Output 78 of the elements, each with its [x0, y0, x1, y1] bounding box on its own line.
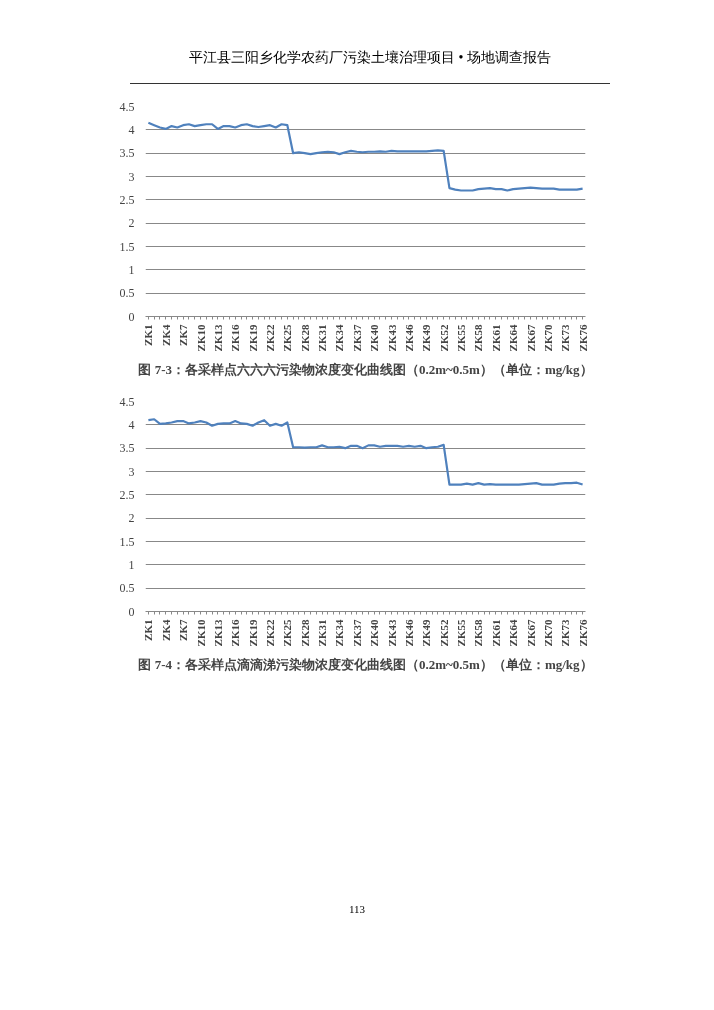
x-tick-label: ZK16	[229, 619, 242, 647]
y-tick-label: 1	[128, 262, 135, 277]
y-tick-label: 0.5	[119, 286, 135, 301]
x-tick-label: ZK52	[437, 619, 450, 647]
y-tick-label: 4.5	[119, 394, 135, 409]
x-tick-label: ZK13	[211, 324, 224, 352]
y-tick-label: 1.5	[119, 534, 135, 549]
y-tick-label: 3	[128, 169, 135, 184]
x-tick-label: ZK37	[350, 324, 363, 352]
x-tick-label: ZK4	[159, 324, 172, 346]
x-tick-label: ZK7	[177, 324, 190, 346]
x-tick-label: ZK34	[333, 619, 346, 647]
x-tick-label: ZK46	[402, 619, 415, 647]
y-tick-label: 4.5	[119, 99, 135, 114]
x-tick-label: ZK4	[159, 619, 172, 641]
x-tick-label: ZK55	[455, 324, 468, 352]
x-tick-label: ZK70	[541, 619, 554, 647]
x-tick-label: ZK70	[541, 324, 554, 352]
text: 图 7-3：各采样点六六六污染物浓度变化曲线图（0.2m~0.5m）（单位：mg/kg）	[138, 361, 593, 377]
x-tick-label: ZK1	[142, 324, 155, 346]
x-tick-label: ZK25	[281, 324, 294, 352]
x-tick-label: ZK13	[211, 619, 224, 647]
x-tick-label: ZK49	[420, 619, 433, 647]
x-tick-label: ZK46	[402, 324, 415, 352]
x-tick-label: ZK64	[507, 324, 520, 352]
y-tick-label: 4	[128, 122, 135, 137]
y-tick-label: 0	[128, 604, 135, 619]
x-tick-label: ZK43	[385, 324, 398, 352]
y-tick-label: 1	[128, 557, 135, 572]
line-series	[147, 418, 584, 486]
x-tick-label: ZK31	[316, 324, 329, 352]
x-tick-label: ZK67	[524, 324, 537, 352]
x-tick-label: ZK55	[455, 619, 468, 647]
x-tick-label: ZK22	[263, 619, 276, 647]
y-tick-label: 3.5	[119, 441, 135, 456]
x-tick-label: ZK28	[298, 619, 311, 647]
y-tick-label: 0.5	[119, 581, 135, 596]
x-tick-label: ZK7	[177, 619, 190, 641]
x-tick-label: ZK61	[489, 619, 502, 647]
x-tick-label: ZK73	[559, 324, 572, 352]
x-tick-label: ZK31	[316, 619, 329, 647]
x-tick-label: ZK28	[298, 324, 311, 352]
x-tick-label: ZK37	[350, 619, 363, 647]
x-tick-label: ZK10	[194, 619, 207, 647]
x-tick-label: ZK64	[507, 619, 520, 647]
x-tick-label: ZK67	[524, 619, 537, 647]
x-tick-label: ZK52	[437, 324, 450, 352]
y-tick-label: 2.5	[119, 192, 135, 207]
y-tick-label: 2.5	[119, 487, 135, 502]
x-tick-label: ZK1	[142, 619, 155, 641]
y-tick-label: 0	[128, 309, 135, 324]
y-tick-label: 2	[128, 511, 135, 526]
y-tick-label: 3	[128, 464, 135, 479]
x-tick-label: ZK40	[368, 324, 381, 352]
x-tick-label: ZK19	[246, 619, 259, 647]
x-tick-label: ZK10	[194, 324, 207, 352]
x-tick-label: ZK76	[576, 324, 589, 352]
x-tick-label: ZK58	[472, 619, 485, 647]
x-tick-label: ZK40	[368, 619, 381, 647]
x-tick-label: ZK19	[246, 324, 259, 352]
text: 113	[348, 902, 366, 917]
text: 平江县三阳乡化学农药厂污染土壤治理项目 • 场地调查报告	[189, 49, 551, 67]
x-tick-label: ZK73	[559, 619, 572, 647]
line-series	[147, 121, 584, 192]
x-tick-label: ZK61	[489, 324, 502, 352]
y-tick-label: 2	[128, 216, 135, 231]
x-tick-label: ZK16	[229, 324, 242, 352]
x-tick-label: ZK58	[472, 324, 485, 352]
y-tick-label: 4	[128, 417, 135, 432]
x-tick-label: ZK43	[385, 619, 398, 647]
y-tick-label: 1.5	[119, 239, 135, 254]
x-tick-label: ZK22	[263, 324, 276, 352]
text: 图 7-4：各采样点滴滴涕污染物浓度变化曲线图（0.2m~0.5m）（单位：mg/kg）	[138, 656, 593, 672]
y-tick-label: 3.5	[119, 146, 135, 161]
x-tick-label: ZK49	[420, 324, 433, 352]
x-tick-label: ZK25	[281, 619, 294, 647]
x-tick-label: ZK34	[333, 324, 346, 352]
x-tick-label: ZK76	[576, 619, 589, 647]
